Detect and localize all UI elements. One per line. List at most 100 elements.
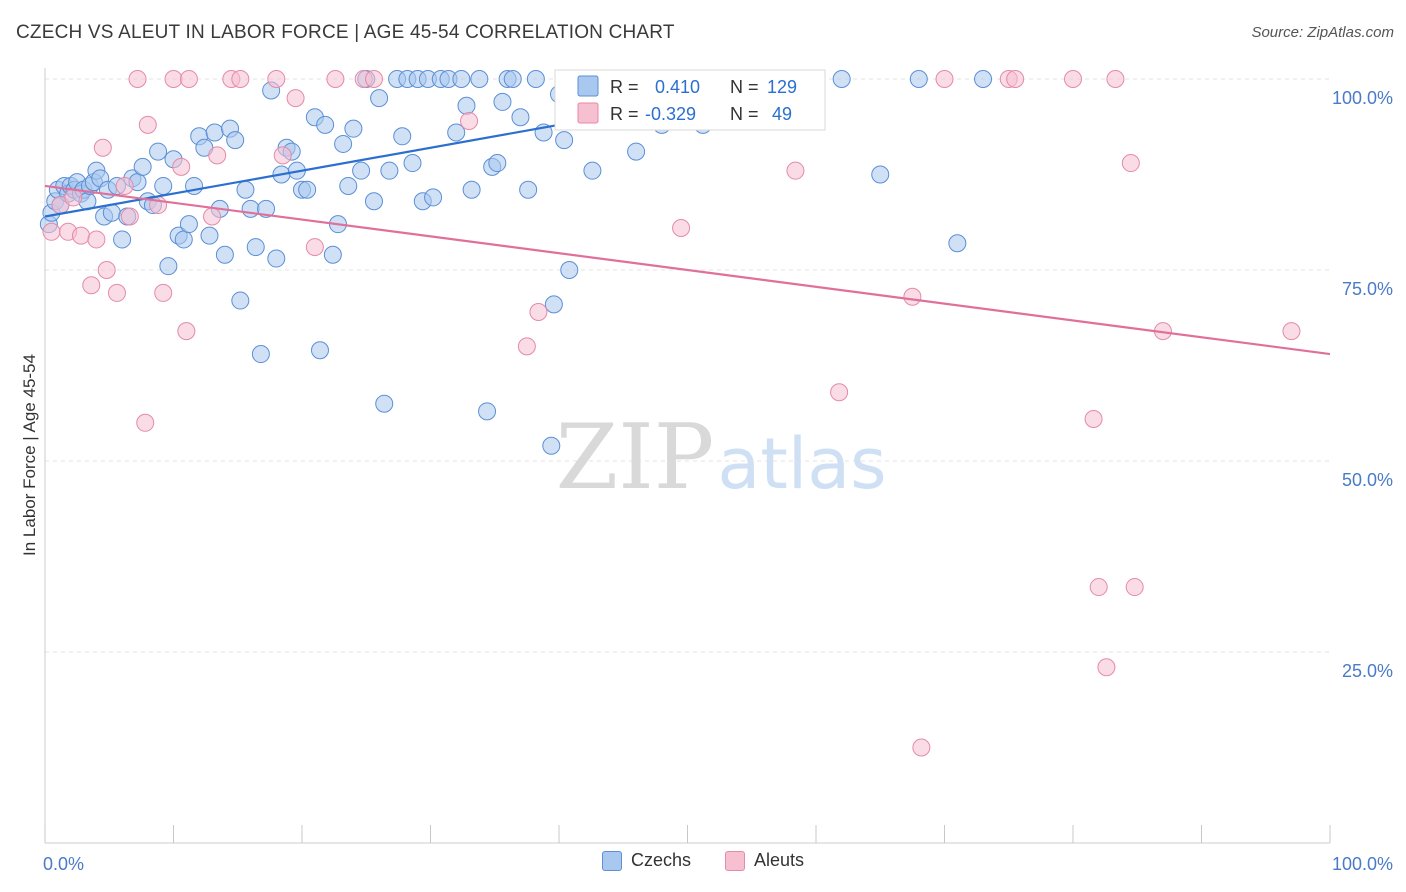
aleut-point bbox=[1084, 409, 1103, 428]
stats-czech-swatch bbox=[577, 75, 599, 97]
czech-point bbox=[526, 70, 545, 88]
czech-point bbox=[627, 142, 646, 161]
stats-aleut-n-value: 49 bbox=[772, 104, 792, 124]
aleut-point bbox=[935, 70, 954, 88]
czech-points bbox=[39, 70, 993, 455]
aleut-point bbox=[1089, 578, 1108, 597]
legend-czechs-label: Czechs bbox=[630, 850, 691, 870]
czech-point bbox=[154, 176, 173, 195]
stats-czech-r-value: 0.410 bbox=[655, 77, 700, 97]
czech-point bbox=[462, 180, 481, 199]
czech-point bbox=[375, 394, 394, 413]
czech-point bbox=[226, 131, 245, 150]
czech-point bbox=[339, 176, 358, 195]
aleut-point bbox=[1064, 70, 1082, 88]
aleut-point bbox=[128, 70, 147, 88]
legend-item-aleuts[interactable]: Aleuts bbox=[725, 850, 804, 871]
watermark-atlas: atlas bbox=[717, 423, 886, 505]
aleut-point bbox=[107, 283, 126, 302]
aleut-point bbox=[830, 383, 849, 402]
czech-point bbox=[267, 249, 286, 268]
czech-point bbox=[511, 108, 530, 127]
axes bbox=[44, 68, 1331, 844]
aleut-point bbox=[154, 283, 173, 302]
aleut-point bbox=[138, 115, 157, 134]
y-tick-label: 25.0% bbox=[1342, 661, 1393, 681]
czech-point bbox=[503, 70, 522, 88]
czech-point bbox=[113, 230, 132, 249]
aleut-point bbox=[912, 738, 931, 757]
chart-title: CZECH VS ALEUT IN LABOR FORCE | AGE 45-5… bbox=[16, 22, 675, 43]
czech-point bbox=[424, 188, 443, 207]
czech-point bbox=[352, 161, 371, 180]
x-tick-label-max: 100.0% bbox=[1332, 854, 1393, 874]
czech-point bbox=[832, 70, 851, 88]
aleut-point bbox=[179, 70, 198, 88]
aleut-point bbox=[267, 70, 286, 88]
czech-point bbox=[974, 70, 993, 88]
czech-point bbox=[149, 142, 168, 161]
czech-point bbox=[241, 199, 260, 218]
stats-aleut-r-value: -0.329 bbox=[645, 104, 696, 124]
aleut-point bbox=[87, 230, 106, 249]
stats-czech-r-label: R = bbox=[610, 77, 639, 97]
czech-point bbox=[583, 161, 602, 180]
czech-point bbox=[488, 154, 507, 173]
x-tick-label-min: 0.0% bbox=[43, 854, 84, 874]
stats-box-frame bbox=[554, 69, 826, 131]
stats-aleut-swatch bbox=[577, 102, 599, 124]
aleut-points bbox=[42, 70, 1301, 757]
aleut-point bbox=[71, 226, 90, 245]
czech-point bbox=[452, 70, 471, 88]
czech-point bbox=[251, 345, 270, 364]
czech-point bbox=[231, 291, 250, 310]
czech-point bbox=[370, 89, 389, 108]
czech-point bbox=[470, 70, 489, 88]
aleut-point bbox=[903, 287, 922, 306]
czech-point bbox=[393, 127, 412, 146]
source-label: Source: ZipAtlas.com bbox=[1251, 24, 1394, 41]
y-tick-label: 75.0% bbox=[1342, 279, 1393, 299]
czech-point bbox=[179, 215, 198, 234]
czech-point bbox=[246, 238, 265, 257]
aleut-trend-line bbox=[44, 184, 1331, 356]
czech-point bbox=[519, 180, 538, 199]
aleut-point bbox=[231, 70, 250, 88]
aleut-point bbox=[172, 157, 191, 176]
stats-aleut-n-label: N = bbox=[730, 104, 759, 124]
aleut-point bbox=[326, 70, 345, 88]
czech-point bbox=[542, 436, 561, 455]
czech-point bbox=[159, 257, 178, 276]
legend-czechs-swatch bbox=[601, 850, 622, 871]
czech-point bbox=[344, 119, 363, 138]
tick-labels: 25.0% 50.0% 75.0% 100.0% 0.0% 100.0% bbox=[43, 88, 1393, 874]
czech-point bbox=[257, 199, 276, 218]
legend-item-czechs[interactable]: Czechs bbox=[601, 850, 691, 871]
aleut-point bbox=[97, 261, 116, 279]
legend-aleuts-label: Aleuts bbox=[754, 850, 805, 870]
czech-point bbox=[298, 180, 317, 199]
czech-point bbox=[457, 96, 476, 115]
czech-point bbox=[948, 234, 967, 253]
legend: Czechs Aleuts bbox=[0, 850, 1406, 871]
aleut-point bbox=[208, 146, 227, 165]
czech-point bbox=[493, 92, 512, 111]
stats-czech-n-value: 129 bbox=[767, 77, 797, 97]
czech-point bbox=[447, 123, 466, 142]
aleut-point bbox=[1006, 70, 1025, 88]
czech-point bbox=[364, 192, 383, 211]
czech-point bbox=[544, 295, 563, 314]
watermark-zip: ZIP bbox=[556, 405, 715, 510]
aleut-point bbox=[1282, 322, 1301, 341]
legend-aleuts-swatch bbox=[725, 850, 745, 871]
czech-point bbox=[334, 134, 353, 153]
aleut-point bbox=[82, 276, 101, 295]
czech-point bbox=[555, 131, 574, 150]
aleut-point bbox=[364, 70, 383, 88]
czech-point bbox=[560, 261, 579, 279]
aleut-point bbox=[672, 218, 691, 237]
stats-aleut-r-label: R = bbox=[610, 104, 639, 124]
czech-point bbox=[871, 165, 890, 184]
aleut-point bbox=[93, 138, 112, 157]
czech-point bbox=[380, 161, 399, 180]
